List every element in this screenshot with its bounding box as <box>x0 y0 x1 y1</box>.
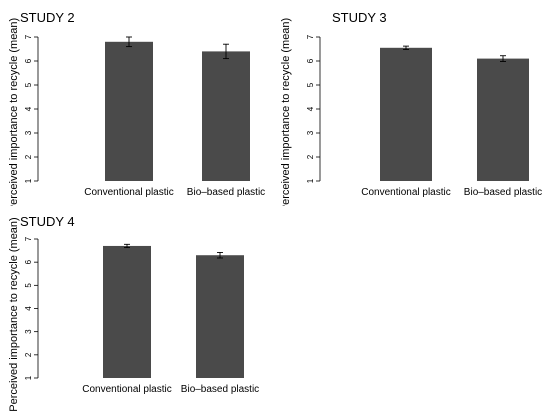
y-tick-label: 4 <box>306 106 315 111</box>
y-tick-label: 2 <box>306 154 315 159</box>
chart-title: STUDY 2 <box>20 10 75 25</box>
x-tick-label: Conventional plastic <box>361 187 451 198</box>
y-tick-label: 3 <box>24 329 33 334</box>
x-tick-label: Conventional plastic <box>84 187 174 198</box>
y-axis-label: Perceived importance to recycle (mean) <box>8 217 20 411</box>
chart-panel-study-4: STUDY 4 1 2 3 4 5 6 7 Perceived importance to r… <box>0 206 275 412</box>
bar-chart-study-2: 1 2 3 4 5 6 7 Perceived importance to recycle (… <box>8 18 265 206</box>
bar <box>202 51 250 182</box>
y-tick-label: 6 <box>306 58 315 63</box>
chart-panel-study-3: STUDY 3 1 2 3 4 5 6 7 Perceived importance to r… <box>275 0 550 206</box>
y-tick-label: 6 <box>24 259 33 264</box>
y-tick-label: 6 <box>24 58 33 63</box>
y-tick-label: 2 <box>24 154 33 159</box>
y-tick-label: 7 <box>24 34 33 39</box>
bar <box>196 255 244 378</box>
y-tick-label: 1 <box>24 375 33 380</box>
y-tick-label: 1 <box>24 178 33 183</box>
bar-chart-study-3: 1 2 3 4 5 6 7 Perceived importance to recycle (… <box>280 18 542 206</box>
y-tick-label: 1 <box>306 178 315 183</box>
bar <box>105 41 153 181</box>
y-tick-label: 5 <box>24 82 33 87</box>
x-tick-label: Bio–based plastic <box>464 187 542 198</box>
y-tick-label: 4 <box>24 106 33 111</box>
y-tick-label: 5 <box>306 82 315 87</box>
y-tick-label: 4 <box>24 306 33 311</box>
x-tick-label: Bio–based plastic <box>187 187 265 198</box>
y-tick-label: 2 <box>24 352 33 357</box>
bar <box>477 58 529 181</box>
y-tick-label: 7 <box>24 236 33 241</box>
y-tick-label: 7 <box>306 34 315 39</box>
x-tick-label: Bio–based plastic <box>181 384 259 395</box>
bar <box>380 47 432 181</box>
chart-panel-study-2: STUDY 2 1 2 3 4 5 6 7 Perceived importance to r… <box>0 0 275 206</box>
bar-chart-study-4: 1 2 3 4 5 6 7 Perceived importance to recycle (… <box>8 217 259 411</box>
bar <box>103 245 151 378</box>
y-tick-label: 3 <box>306 130 315 135</box>
chart-title: STUDY 4 <box>20 214 75 229</box>
y-axis-label: Perceived importance to recycle (mean) <box>280 18 292 206</box>
y-axis-label: Perceived importance to recycle (mean) <box>8 18 20 206</box>
x-tick-label: Conventional plastic <box>82 384 172 395</box>
chart-title: STUDY 3 <box>332 10 387 25</box>
y-tick-label: 5 <box>24 283 33 288</box>
y-tick-label: 3 <box>24 130 33 135</box>
